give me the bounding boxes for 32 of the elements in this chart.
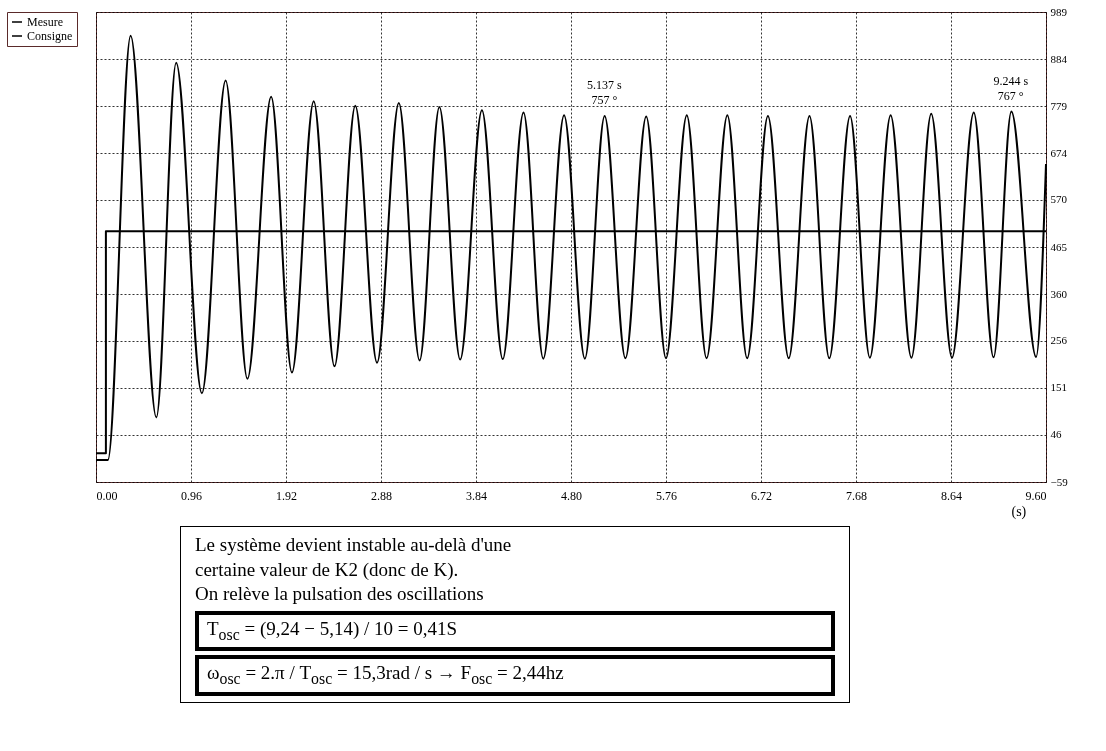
text: Le système devient instable au-delà d'une bbox=[195, 533, 513, 557]
x-tick-label: 9.60 bbox=[1025, 488, 1047, 503]
x-tick-label: 0.00 bbox=[96, 488, 118, 503]
y-tick-label: 46 bbox=[1050, 428, 1062, 441]
x-tick-label: 6.72 bbox=[751, 488, 772, 503]
y-tick-label: 151 bbox=[1050, 381, 1067, 394]
text: certaine valeur de K2 (donc de K). bbox=[195, 557, 460, 582]
y-tick-label: 570 bbox=[1050, 193, 1068, 206]
x-tick-label: 1.92 bbox=[276, 488, 297, 503]
y-tick-label: 465 bbox=[1050, 240, 1068, 253]
x-tick-label: 4.80 bbox=[561, 488, 582, 503]
x-tick-label: 2.88 bbox=[371, 488, 392, 503]
annotation: 5.137 s 757 ° bbox=[587, 78, 623, 108]
annotation: 9.244 s 767 ° bbox=[993, 73, 1029, 103]
x-axis-title: (s) bbox=[1011, 503, 1027, 520]
y-tick-label: 989 bbox=[1050, 5, 1068, 18]
y-tick-label: −59 bbox=[1050, 475, 1069, 488]
y-tick-label: 884 bbox=[1050, 52, 1068, 65]
text: ω$_{osc}$ = 2.π / T$_{osc}$ = 15,3rad / s → F$_{osc}$ = 2,44hz bbox=[195, 655, 835, 696]
legend-label: Mesure bbox=[27, 15, 63, 29]
x-tick-label: 8.64 bbox=[941, 488, 962, 503]
legend-label: Consigne bbox=[27, 29, 73, 43]
y-tick-label: 360 bbox=[1050, 287, 1068, 300]
x-tick-label: 3.84 bbox=[466, 488, 487, 503]
x-tick-label: 7.68 bbox=[846, 488, 867, 503]
x-tick-label: 5.76 bbox=[656, 488, 677, 503]
y-tick-label: 779 bbox=[1050, 99, 1068, 112]
y-tick-label: 256 bbox=[1050, 334, 1068, 347]
x-tick-label: 0.96 bbox=[181, 488, 202, 503]
text: On relève la pulsation des oscillations bbox=[195, 582, 485, 607]
y-tick-label: 674 bbox=[1050, 146, 1068, 159]
text: T$_{osc}$ = (9,24 − 5,14) / 10 = 0,41S bbox=[195, 611, 835, 652]
